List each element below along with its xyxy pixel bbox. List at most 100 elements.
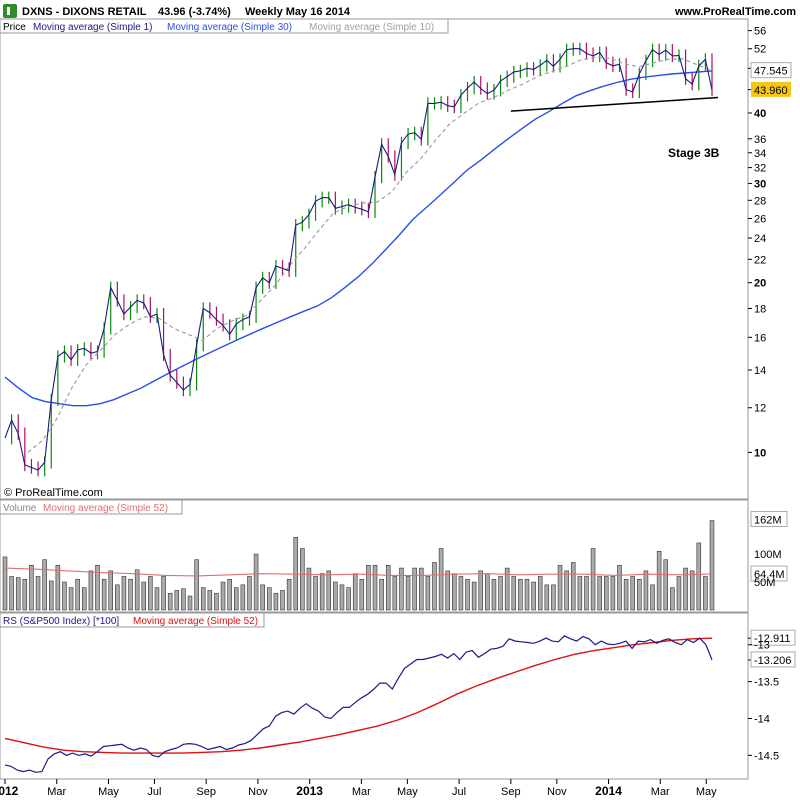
rs-axis-label: -12.911: [754, 633, 791, 645]
volume-bar: [392, 576, 398, 611]
volume-ma-line: [4, 567, 713, 577]
volume-bar: [233, 587, 239, 611]
volume-bar: [207, 590, 213, 611]
volume-bar: [300, 548, 305, 611]
volume-bar: [485, 573, 490, 611]
volume-bar: [260, 584, 265, 611]
volume-bar: [346, 587, 351, 611]
volume-bar: [577, 576, 583, 611]
volume-bar: [273, 592, 279, 611]
volume-bar: [597, 576, 602, 611]
rs-marks: [4, 635, 713, 773]
rs-ma-line: [4, 637, 713, 754]
symbol-name: DXNS - DIXONS RETAIL: [22, 6, 147, 18]
volume-bar: [689, 570, 695, 611]
volume-bar: [498, 576, 503, 611]
volume-bar: [637, 578, 642, 611]
volume-bar: [48, 580, 54, 611]
volume-bar: [15, 577, 21, 611]
volume-bar: [425, 576, 431, 611]
volume-bar: [432, 562, 437, 611]
price-axis-label: 14: [754, 365, 766, 377]
volume-bar: [95, 564, 100, 611]
volume-bar: [9, 576, 14, 611]
price-axis-label: 28: [754, 195, 766, 207]
rs-legend-box: [0, 612, 265, 628]
volume-bar: [359, 578, 365, 611]
volume-bar: [128, 578, 133, 611]
ma30-line: [4, 70, 713, 407]
ma30-last-value: 47.545: [754, 66, 788, 78]
volume-bar: [504, 567, 510, 611]
volume-bar: [683, 567, 688, 611]
volume-bar: [154, 587, 160, 611]
volume-bar: [604, 576, 609, 611]
price-panel: Price Moving average (Simple 1) Moving a…: [0, 18, 792, 500]
rs-axis-label: -13.206: [754, 655, 791, 667]
volume-panel: Volume Moving average (Simple 52) 162M 10…: [0, 499, 788, 613]
volume-panel-frame: [0, 499, 749, 613]
volume-bar: [240, 584, 246, 611]
volume-bar: [650, 584, 655, 611]
copyright-label: © ProRealTime.com: [4, 487, 103, 499]
candlestick-logo-body-icon: [7, 7, 10, 15]
volume-bar: [187, 595, 193, 611]
volume-bar: [531, 581, 536, 611]
volume-bar: [227, 578, 232, 611]
legend-ma30: Moving average (Simple 30): [167, 22, 292, 33]
x-axis-label: May: [397, 786, 418, 798]
volume-bar: [405, 576, 411, 611]
legend-price: Price: [3, 22, 26, 33]
volume-bar: [55, 564, 61, 611]
header-bar: DXNS - DIXONS RETAIL 43.96 (-3.74%) Week…: [3, 4, 796, 18]
price-axis-label: 36: [754, 134, 766, 146]
volume-bar: [339, 584, 345, 611]
price-axis-label: 34: [754, 148, 766, 160]
price-axis: 5652484440363432302826242220181614121047…: [748, 26, 792, 459]
volume-marks: [2, 520, 715, 611]
period-label: Weekly May 16 2014: [245, 6, 351, 18]
volume-bar: [471, 581, 477, 611]
volume-bar: [452, 573, 457, 611]
volume-bar: [551, 584, 556, 611]
stage-annotation: Stage 3B: [668, 146, 720, 160]
price-axis-label: 20: [754, 278, 766, 290]
volume-bar: [313, 576, 318, 611]
volume-legend-box: [0, 499, 183, 515]
price-axis-label: 32: [754, 163, 766, 175]
volume-bar: [326, 570, 332, 611]
last-price-box: [751, 81, 791, 97]
volume-bar: [267, 587, 272, 611]
rs-axis-label: -13.5: [754, 677, 779, 689]
legend-ma10: Moving average (Simple 10): [309, 22, 434, 33]
volume-bar: [524, 578, 530, 611]
volume-bar: [366, 564, 371, 611]
volume-axis-label: 64.4M: [754, 569, 785, 581]
site-url: www.ProRealTime.com: [674, 6, 796, 18]
volume-bar: [491, 578, 497, 611]
volume-bar: [570, 562, 576, 611]
volume-bar: [22, 578, 28, 611]
rs-panel-frame: [0, 612, 749, 780]
volume-bar: [319, 573, 325, 611]
volume-bar: [584, 576, 589, 611]
x-axis-label: Nov: [547, 786, 567, 798]
volume-bar: [161, 576, 166, 611]
price-axis-label: 40: [754, 108, 766, 120]
volume-bar: [412, 567, 417, 611]
volume-bar: [247, 576, 252, 611]
volume-bar: [643, 570, 649, 611]
x-axis-label: May: [696, 786, 717, 798]
price-axis-label: 24: [754, 233, 766, 245]
x-axis-label: Sep: [196, 786, 216, 798]
price-axis-label: 18: [754, 303, 766, 315]
volume-bar: [253, 553, 259, 611]
last-price-value: 43.960: [754, 85, 788, 97]
x-axis-label: Mar: [352, 786, 371, 798]
legend-volume-ma: Moving average (Simple 52): [43, 503, 168, 514]
volume-axis-label: 162M: [754, 514, 782, 526]
x-axis-label: Jul: [147, 786, 161, 798]
volume-bar: [676, 576, 682, 611]
volume-bar: [280, 590, 285, 611]
rs-axis-label: -14.5: [754, 750, 779, 762]
